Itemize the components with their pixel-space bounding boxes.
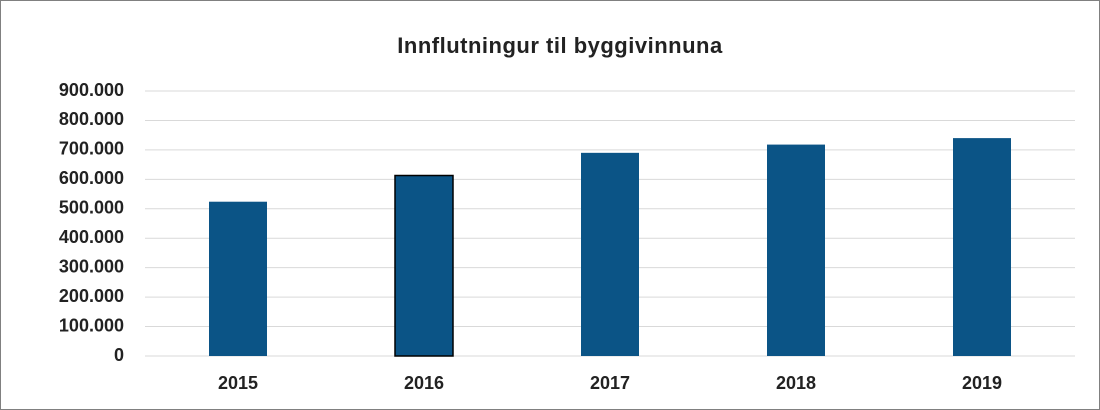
- x-tick-label: 2015: [218, 373, 258, 393]
- bar: [581, 152, 639, 356]
- y-tick-label: 200.000: [59, 286, 124, 306]
- x-tick-label: 2019: [962, 373, 1002, 393]
- x-tick-label: 2017: [590, 373, 630, 393]
- bar: [767, 144, 825, 356]
- y-tick-label: 500.000: [59, 198, 124, 218]
- y-tick-label: 900.000: [59, 80, 124, 100]
- y-tick-label: 800.000: [59, 109, 124, 129]
- y-tick-label: 700.000: [59, 139, 124, 159]
- y-tick-label: 600.000: [59, 168, 124, 188]
- y-tick-label: 0: [114, 345, 124, 365]
- bar: [953, 138, 1011, 356]
- chart-title: Innflutningur til byggivinnuna: [397, 33, 723, 58]
- bar: [394, 174, 454, 357]
- x-tick-label: 2018: [776, 373, 816, 393]
- y-tick-label: 100.000: [59, 315, 124, 335]
- y-tick-label: 300.000: [59, 256, 124, 276]
- bar: [209, 201, 267, 356]
- y-tick-label: 400.000: [59, 227, 124, 247]
- x-tick-label: 2016: [404, 373, 444, 393]
